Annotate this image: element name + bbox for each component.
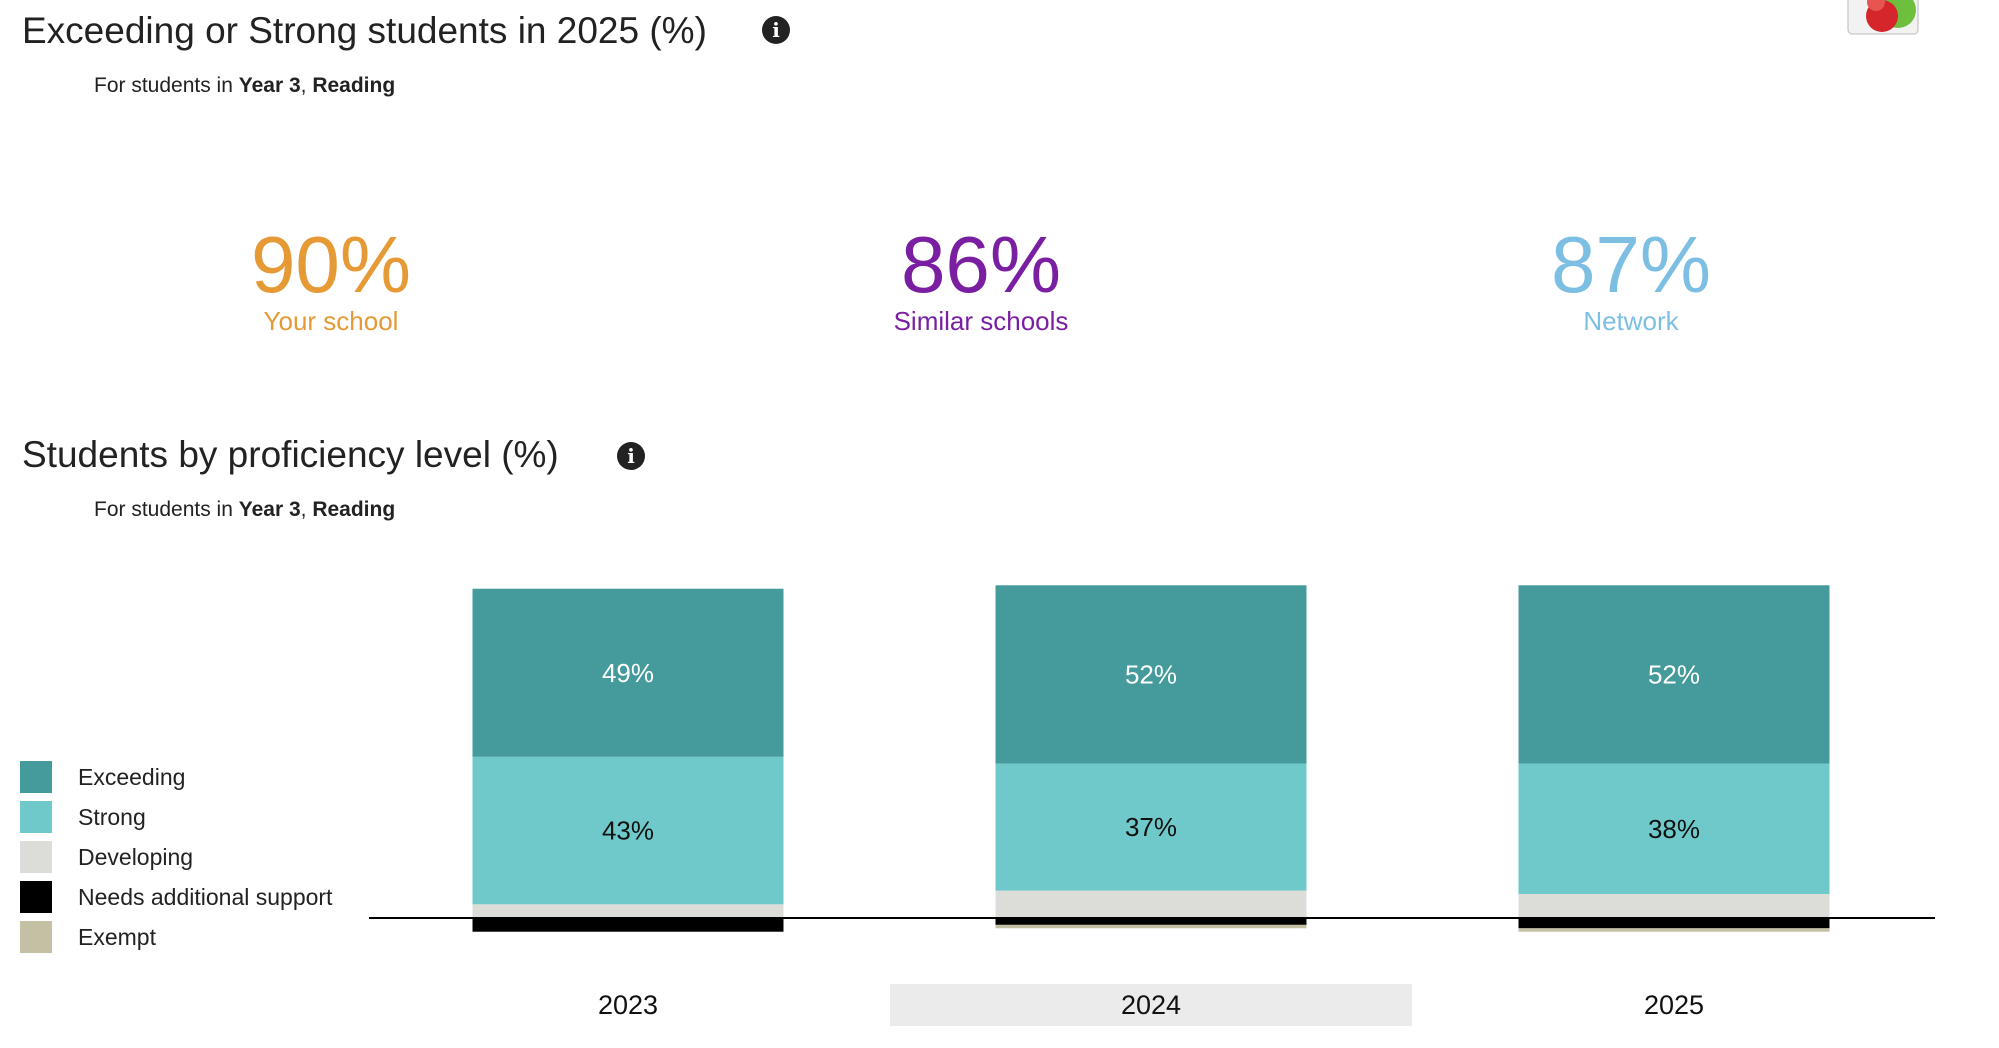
bar-exceeding-2025 bbox=[1518, 585, 1830, 764]
legend-item-exempt[interactable]: Exempt bbox=[20, 917, 332, 957]
data-label: 43% bbox=[602, 816, 654, 846]
legend-item-needs-support[interactable]: Needs additional support bbox=[20, 877, 332, 917]
legend-swatch bbox=[20, 761, 52, 793]
chart-legend: Exceeding Strong Developing Needs additi… bbox=[20, 757, 332, 957]
bar-exceeding-2023 bbox=[472, 588, 784, 757]
bar-needs-additional-support-2025 bbox=[1518, 918, 1830, 929]
kpi-section-subtitle: For students in Year 3, Reading bbox=[94, 74, 395, 98]
proficiency-section-subtitle: For students in Year 3, Reading bbox=[94, 498, 395, 522]
kpi-your-school: 90% Your school bbox=[151, 222, 511, 337]
data-label: 37% bbox=[1125, 812, 1177, 842]
subtitle-subject: Reading bbox=[312, 74, 396, 97]
bar-exceeding-2024 bbox=[995, 585, 1307, 764]
kpi-value: 90% bbox=[250, 220, 412, 309]
bar-needs-additional-support-2024 bbox=[995, 918, 1307, 925]
kpi-label: Similar schools bbox=[893, 306, 1069, 336]
x-tick-label: 2025 bbox=[1644, 990, 1704, 1020]
legend-label: Developing bbox=[78, 843, 194, 870]
bar-developing-2023 bbox=[472, 904, 784, 918]
legend-swatch bbox=[20, 841, 52, 873]
info-icon[interactable]: i bbox=[762, 16, 790, 44]
proficiency-stacked-bar-chart: 43% 49% 2023 37% 52% 2024 38% 52% 2025 bbox=[369, 585, 1935, 1026]
legend-swatch bbox=[20, 801, 52, 833]
bar-developing-2025 bbox=[1518, 893, 1830, 918]
kpi-section-title: Exceeding or Strong students in 2025 (%) bbox=[22, 10, 707, 51]
kpi-value: 87% bbox=[1550, 220, 1712, 309]
kpi-similar-schools: 86% Similar schools bbox=[801, 222, 1161, 337]
kpi-value: 86% bbox=[900, 220, 1062, 309]
kpi-label: Your school bbox=[263, 306, 399, 336]
x-tick-label: 2023 bbox=[598, 990, 658, 1020]
bar-exempt-2025 bbox=[1518, 928, 1830, 932]
kpi-label: Network bbox=[1583, 306, 1679, 336]
x-tick-label: 2024 bbox=[1121, 990, 1181, 1020]
legend-item-strong[interactable]: Strong bbox=[20, 797, 332, 837]
legend-label: Exempt bbox=[78, 923, 156, 950]
data-label: 52% bbox=[1648, 659, 1700, 689]
data-label: 49% bbox=[602, 658, 654, 688]
proficiency-section-title: Students by proficiency level (%) bbox=[22, 434, 559, 475]
subtitle-prefix: For students in bbox=[94, 498, 239, 521]
legend-item-exceeding[interactable]: Exceeding bbox=[20, 757, 332, 797]
data-label: 38% bbox=[1648, 814, 1700, 844]
bar-developing-2024 bbox=[995, 890, 1307, 918]
subtitle-separator: , bbox=[300, 74, 313, 97]
bar-strong-2024 bbox=[995, 763, 1307, 891]
category-highlight bbox=[890, 984, 1412, 1026]
subtitle-year: Year 3 bbox=[238, 498, 301, 521]
app-logo-icon bbox=[1846, 0, 1924, 38]
subtitle-subject: Reading bbox=[312, 498, 396, 521]
legend-item-developing[interactable]: Developing bbox=[20, 837, 332, 877]
legend-swatch bbox=[20, 881, 52, 913]
data-label: 52% bbox=[1125, 659, 1177, 689]
info-icon[interactable]: i bbox=[617, 442, 645, 470]
bar-exempt-2024 bbox=[995, 924, 1307, 929]
bar-needs-additional-support-2023 bbox=[472, 918, 784, 932]
kpi-network: 87% Network bbox=[1451, 222, 1811, 337]
legend-label: Needs additional support bbox=[78, 883, 333, 910]
subtitle-year: Year 3 bbox=[238, 74, 301, 97]
legend-label: Exceeding bbox=[78, 763, 186, 790]
bar-strong-2023 bbox=[472, 756, 784, 905]
bar-strong-2025 bbox=[1518, 763, 1830, 894]
subtitle-prefix: For students in bbox=[94, 74, 239, 97]
legend-label: Strong bbox=[78, 803, 146, 830]
subtitle-separator: , bbox=[300, 498, 313, 521]
legend-swatch bbox=[20, 921, 52, 953]
